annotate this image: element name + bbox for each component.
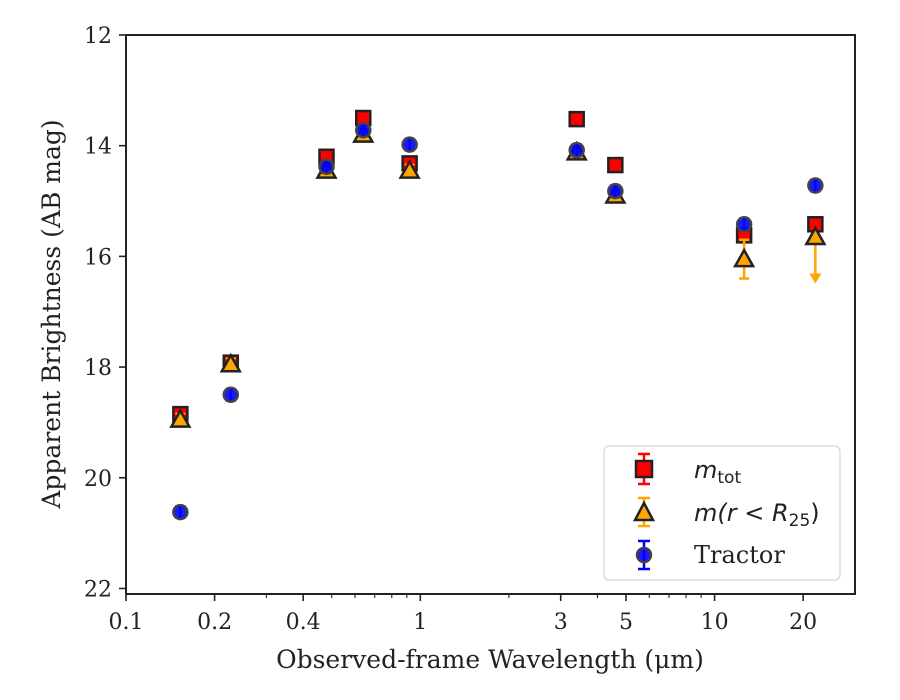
plot-layer <box>169 109 827 521</box>
data-point-triangle <box>804 225 827 284</box>
x-tick-label: 5 <box>619 610 633 635</box>
legend-marker-m-r25 <box>632 496 656 528</box>
triangle-marker <box>169 408 192 428</box>
data-point-triangle <box>169 408 192 428</box>
data-point-triangle <box>732 238 756 280</box>
circle-marker <box>222 386 240 404</box>
y-tick-label: 22 <box>84 577 112 602</box>
x-tick-label: 0.2 <box>197 610 232 635</box>
y-tick-label: 18 <box>84 356 112 381</box>
circle-marker <box>807 177 824 194</box>
data-point-circle <box>401 136 418 153</box>
data-point-circle <box>568 141 585 159</box>
triangle-marker <box>732 247 756 268</box>
data-point-circle <box>318 158 335 175</box>
legend-marker-tractor <box>635 539 653 571</box>
circle-marker <box>355 121 372 139</box>
data-point-circle <box>807 177 824 194</box>
data-point-circle <box>607 182 624 200</box>
x-tick-label: 0.1 <box>109 610 144 635</box>
legend-marker-m-tot <box>634 452 654 486</box>
x-tick-label: 10 <box>701 610 729 635</box>
data-point-circle <box>735 216 753 233</box>
circle-marker <box>401 136 418 153</box>
triangle-marker <box>804 225 827 246</box>
y-tick-label: 16 <box>84 245 112 270</box>
square-marker <box>568 110 585 128</box>
legend: mtot m(r < R25) Tractor <box>603 445 841 581</box>
x-tick-label: 3 <box>554 610 568 635</box>
data-point-circle <box>355 121 372 139</box>
legend-box <box>603 445 841 581</box>
upper-limit-arrow <box>809 273 822 284</box>
data-point-circle <box>172 503 189 521</box>
x-axis-title: Observed-frame Wavelength (μm) <box>276 645 704 674</box>
legend-label-tractor: Tractor <box>694 541 785 569</box>
x-tick-label: 20 <box>789 610 817 635</box>
circle-marker <box>735 216 753 233</box>
y-tick-label: 20 <box>84 467 112 492</box>
triangle-marker <box>398 159 421 179</box>
data-point-circle <box>222 386 240 404</box>
legend-label-m-tot: mtot <box>694 456 741 488</box>
ticks-layer: 0.1 0.2 0.4 1 3 5 10 20 12 14 16 18 20 22 <box>84 24 817 635</box>
x-tick-label: 1 <box>413 610 427 635</box>
x-tick-label: 0.4 <box>286 610 321 635</box>
circle-marker <box>318 158 335 175</box>
legend-label-m-r25: m(r < R25) <box>694 499 820 531</box>
triangle-marker <box>219 352 242 373</box>
circle-marker <box>172 503 189 521</box>
plot-frame <box>125 34 856 595</box>
data-point-triangle <box>398 159 421 179</box>
data-point-square <box>568 110 585 128</box>
y-tick-label: 14 <box>84 135 112 160</box>
data-point-triangle <box>219 352 242 373</box>
y-axis-title: Apparent Brightness (AB mag) <box>37 119 66 509</box>
square-marker <box>607 156 624 174</box>
circle-marker <box>607 182 624 200</box>
data-point-square <box>607 156 624 174</box>
circle-marker <box>568 141 585 159</box>
y-tick-label: 12 <box>84 24 112 49</box>
